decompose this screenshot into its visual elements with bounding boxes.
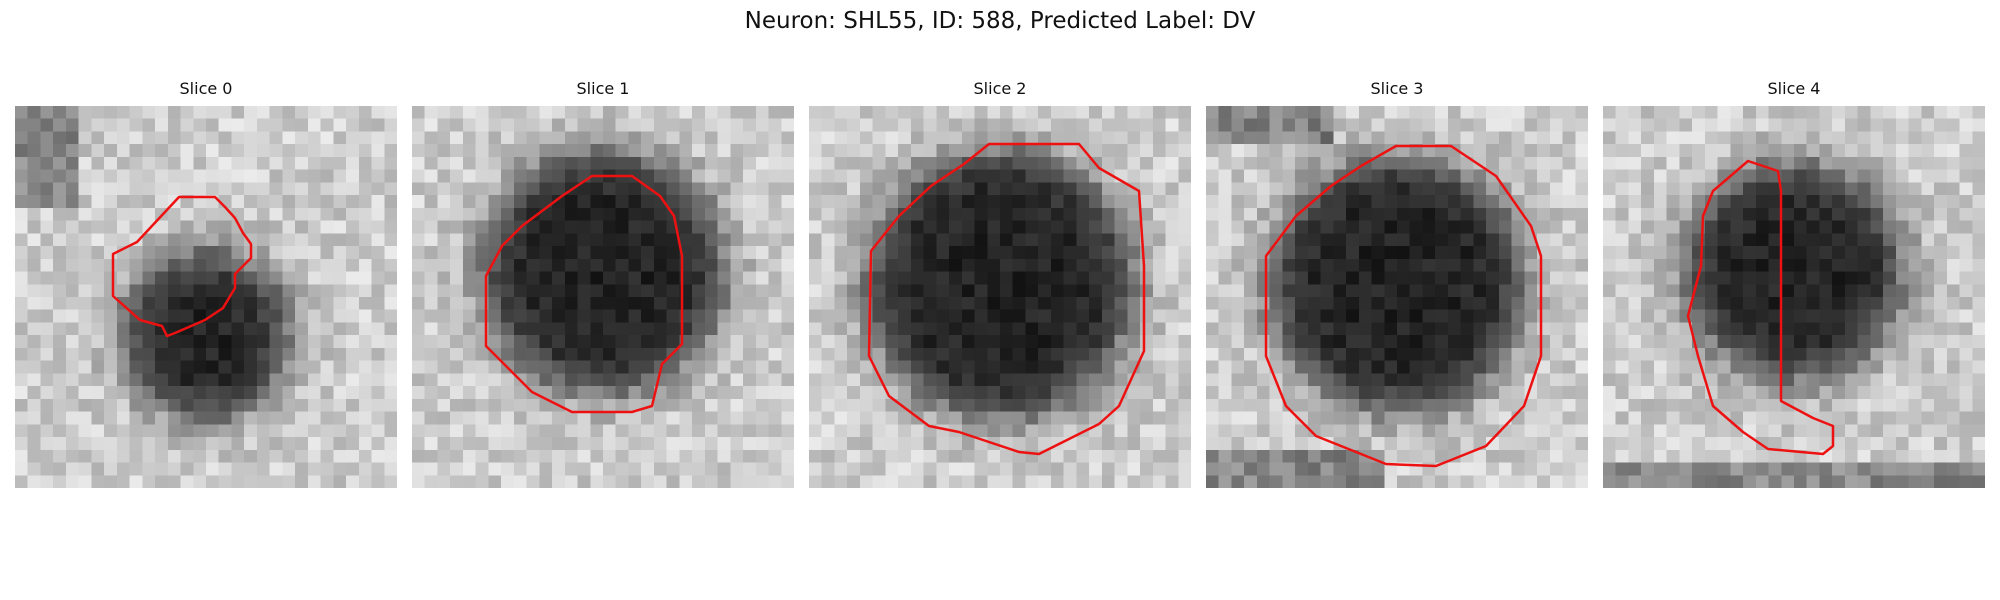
slice-image	[809, 106, 1191, 488]
slice-image	[1206, 106, 1588, 488]
slice-panel-2: Slice 2	[809, 79, 1191, 488]
slice-panel-1: Slice 1	[412, 79, 794, 488]
slice-image	[412, 106, 794, 488]
slice-image	[1603, 106, 1985, 488]
slice-panel-0: Slice 0	[15, 79, 397, 488]
neuron-outline	[1264, 144, 1543, 468]
pixel-grid	[1206, 106, 1588, 488]
slice-title: Slice 1	[576, 79, 630, 98]
pixel-grid	[809, 106, 1191, 488]
pixel-grid	[15, 106, 397, 488]
slice-title: Slice 2	[973, 79, 1027, 98]
neuron-outline	[1686, 159, 1835, 456]
slice-title: Slice 4	[1767, 79, 1821, 98]
figure-title: Neuron: SHL55, ID: 588, Predicted Label:…	[744, 8, 1256, 34]
neuron-outline	[867, 142, 1146, 456]
neuron-outline	[111, 195, 253, 338]
pixel-grid	[1603, 106, 1985, 488]
slice-title: Slice 0	[179, 79, 233, 98]
slice-panel-3: Slice 3	[1206, 79, 1588, 488]
slice-title: Slice 3	[1370, 79, 1424, 98]
slice-panel-4: Slice 4	[1603, 79, 1985, 488]
slice-image	[15, 106, 397, 488]
pixel-grid	[412, 106, 794, 488]
neuron-outline	[484, 174, 684, 414]
